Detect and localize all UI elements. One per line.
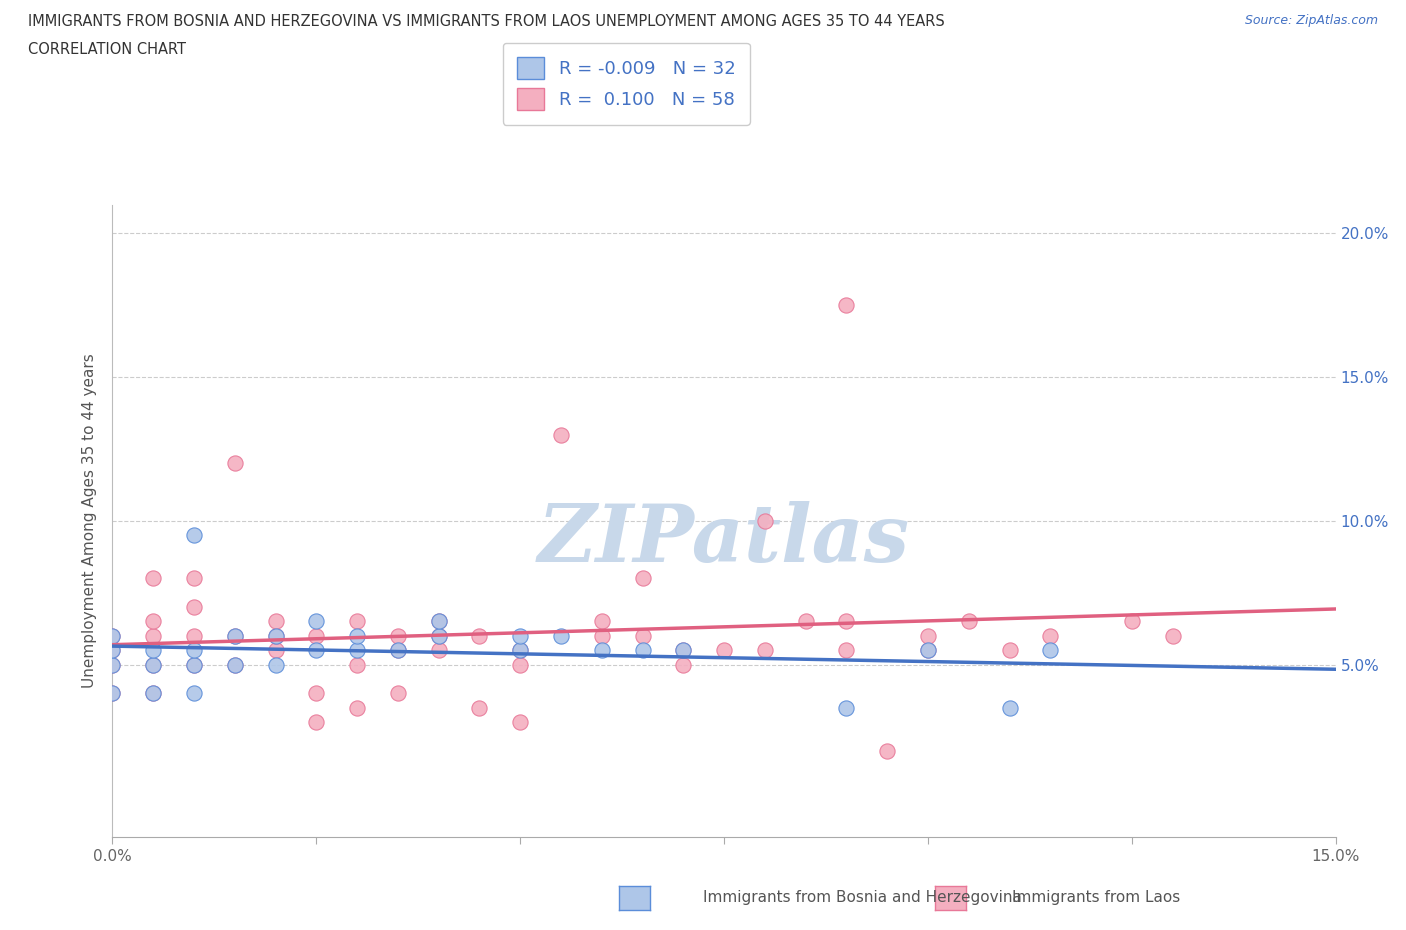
- Text: ZIPatlas: ZIPatlas: [538, 501, 910, 578]
- Point: [835, 643, 858, 658]
- Point: [427, 629, 450, 644]
- Point: [264, 629, 287, 644]
- Point: [1161, 629, 1184, 644]
- Point: [1039, 643, 1062, 658]
- Y-axis label: Unemployment Among Ages 35 to 44 years: Unemployment Among Ages 35 to 44 years: [82, 353, 97, 688]
- Point: [346, 658, 368, 672]
- Point: [264, 629, 287, 644]
- Point: [224, 629, 246, 644]
- Point: [998, 700, 1021, 715]
- Point: [550, 427, 572, 442]
- Point: [142, 629, 165, 644]
- Point: [346, 643, 368, 658]
- Point: [917, 629, 939, 644]
- Point: [101, 685, 124, 700]
- Text: Source: ZipAtlas.com: Source: ZipAtlas.com: [1244, 14, 1378, 27]
- Point: [142, 614, 165, 629]
- Point: [427, 614, 450, 629]
- Point: [591, 614, 613, 629]
- Point: [713, 643, 735, 658]
- Point: [835, 298, 858, 312]
- Point: [305, 643, 328, 658]
- Point: [1039, 629, 1062, 644]
- Point: [101, 629, 124, 644]
- Point: [101, 643, 124, 658]
- Text: IMMIGRANTS FROM BOSNIA AND HERZEGOVINA VS IMMIGRANTS FROM LAOS UNEMPLOYMENT AMON: IMMIGRANTS FROM BOSNIA AND HERZEGOVINA V…: [28, 14, 945, 29]
- Point: [631, 629, 654, 644]
- Point: [142, 643, 165, 658]
- Point: [754, 643, 776, 658]
- Point: [957, 614, 980, 629]
- Point: [224, 629, 246, 644]
- Text: Immigrants from Laos: Immigrants from Laos: [1012, 890, 1181, 905]
- Point: [183, 658, 205, 672]
- Point: [387, 643, 409, 658]
- Point: [427, 643, 450, 658]
- Point: [754, 513, 776, 528]
- Point: [509, 643, 531, 658]
- Point: [427, 614, 450, 629]
- Point: [346, 614, 368, 629]
- Point: [101, 685, 124, 700]
- Point: [387, 643, 409, 658]
- Point: [183, 600, 205, 615]
- Point: [427, 629, 450, 644]
- Point: [794, 614, 817, 629]
- Point: [346, 700, 368, 715]
- Point: [101, 658, 124, 672]
- Point: [305, 614, 328, 629]
- Point: [142, 685, 165, 700]
- Point: [183, 658, 205, 672]
- Point: [998, 643, 1021, 658]
- Point: [305, 629, 328, 644]
- Point: [672, 643, 695, 658]
- Point: [183, 629, 205, 644]
- Legend: R = -0.009   N = 32, R =  0.100   N = 58: R = -0.009 N = 32, R = 0.100 N = 58: [503, 43, 749, 125]
- Point: [509, 714, 531, 729]
- Point: [917, 643, 939, 658]
- Point: [835, 614, 858, 629]
- Point: [672, 643, 695, 658]
- Point: [631, 571, 654, 586]
- Point: [101, 643, 124, 658]
- Point: [142, 658, 165, 672]
- Point: [142, 685, 165, 700]
- Point: [224, 658, 246, 672]
- Point: [224, 658, 246, 672]
- Point: [183, 643, 205, 658]
- Point: [387, 629, 409, 644]
- Point: [509, 658, 531, 672]
- Point: [591, 629, 613, 644]
- Point: [672, 658, 695, 672]
- Point: [468, 700, 491, 715]
- Point: [305, 714, 328, 729]
- Point: [183, 571, 205, 586]
- Point: [835, 700, 858, 715]
- Point: [631, 643, 654, 658]
- Point: [183, 527, 205, 542]
- Point: [509, 629, 531, 644]
- Point: [468, 629, 491, 644]
- Point: [1121, 614, 1143, 629]
- Point: [101, 658, 124, 672]
- Point: [224, 456, 246, 471]
- Point: [264, 643, 287, 658]
- Point: [142, 658, 165, 672]
- Point: [509, 643, 531, 658]
- Point: [387, 685, 409, 700]
- Point: [183, 685, 205, 700]
- Point: [876, 743, 898, 758]
- Point: [142, 571, 165, 586]
- Point: [917, 643, 939, 658]
- Point: [305, 685, 328, 700]
- Point: [591, 643, 613, 658]
- Point: [264, 658, 287, 672]
- Text: Immigrants from Bosnia and Herzegovina: Immigrants from Bosnia and Herzegovina: [703, 890, 1022, 905]
- Text: CORRELATION CHART: CORRELATION CHART: [28, 42, 186, 57]
- Point: [101, 629, 124, 644]
- Point: [550, 629, 572, 644]
- Point: [264, 614, 287, 629]
- Point: [346, 629, 368, 644]
